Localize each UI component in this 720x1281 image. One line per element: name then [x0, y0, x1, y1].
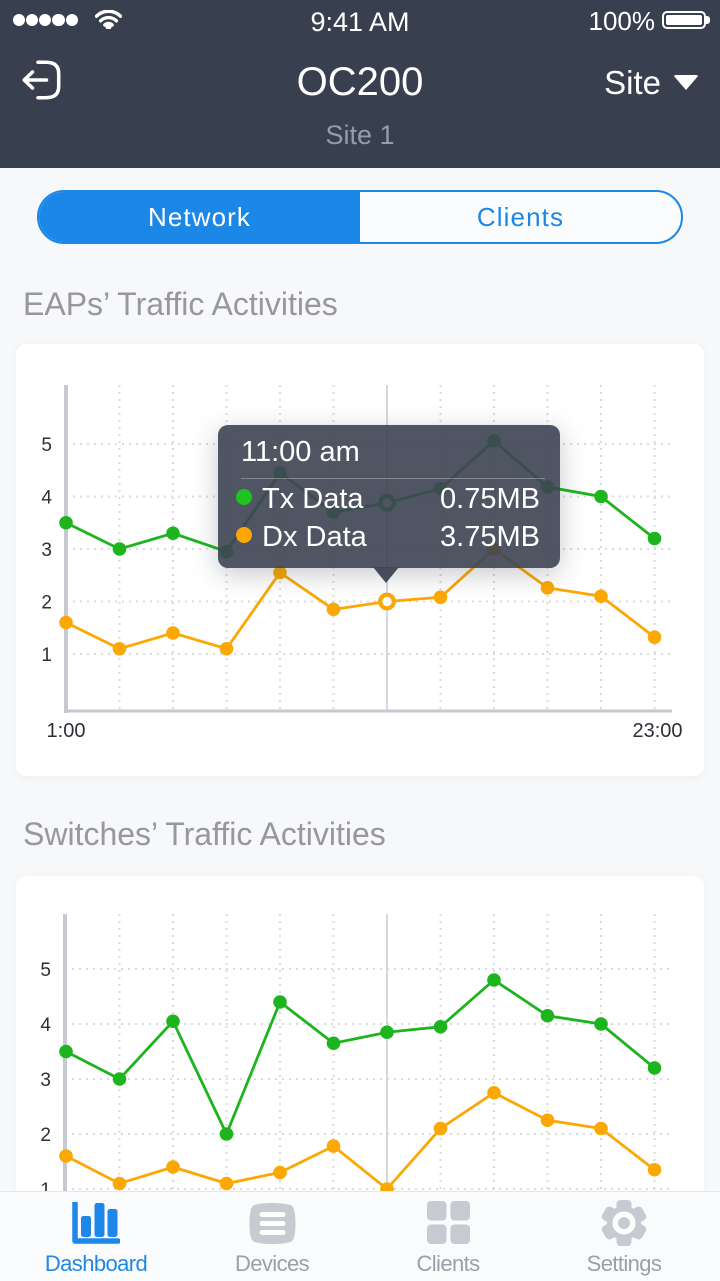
svg-text:5: 5: [40, 960, 51, 981]
svg-text:4: 4: [40, 1015, 51, 1036]
svg-text:5: 5: [41, 435, 52, 456]
svg-text:1:00: 1:00: [47, 720, 86, 742]
svg-text:23:00: 23:00: [632, 720, 682, 742]
svg-text:2: 2: [41, 593, 52, 614]
svg-text:1: 1: [40, 1180, 51, 1201]
svg-text:4: 4: [41, 488, 52, 509]
svg-text:2: 2: [40, 1125, 51, 1146]
svg-text:1: 1: [41, 645, 52, 666]
svg-text:3: 3: [41, 540, 52, 561]
svg-text:3: 3: [40, 1070, 51, 1091]
